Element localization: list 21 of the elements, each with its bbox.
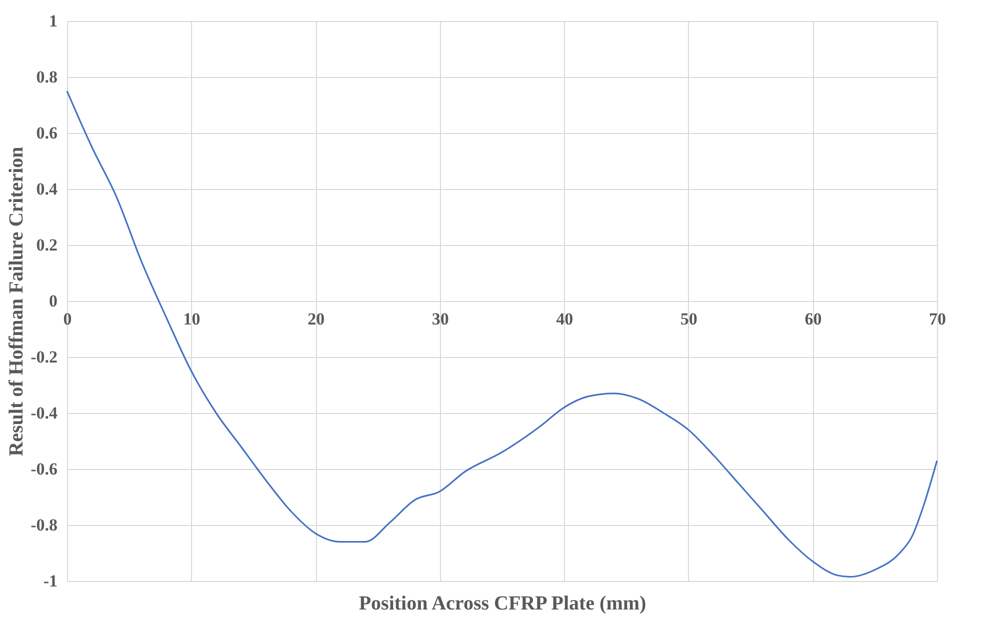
x-tick-label: 60	[804, 310, 822, 328]
x-tick-label: 50	[680, 310, 698, 328]
y-tick-label: -0.2	[30, 348, 58, 366]
y-tick-label: -0.6	[30, 460, 58, 478]
x-tick-label: 30	[432, 310, 449, 328]
y-tick-label: 0.6	[36, 124, 58, 142]
x-tick-label: 10	[183, 310, 200, 328]
y-tick-label: 0.4	[36, 180, 58, 198]
y-tick-label: 0.8	[36, 68, 58, 86]
x-tick-label: 0	[63, 310, 72, 328]
y-tick-label: 1	[49, 12, 58, 30]
y-tick-label: -0.4	[30, 404, 58, 422]
y-tick-label: 0	[49, 292, 58, 310]
y-tick-label: -1	[43, 572, 58, 590]
x-tick-label: 20	[308, 310, 325, 328]
x-tick-label: 40	[556, 310, 574, 328]
x-tick-label: 70	[929, 310, 946, 328]
y-tick-label: 0.2	[36, 236, 58, 254]
x-axis-title: Position Across CFRP Plate (mm)	[358, 592, 646, 614]
y-tick-label: -0.8	[30, 516, 58, 534]
y-axis-title: Result of Hoffman Failure Criterion	[6, 146, 28, 456]
